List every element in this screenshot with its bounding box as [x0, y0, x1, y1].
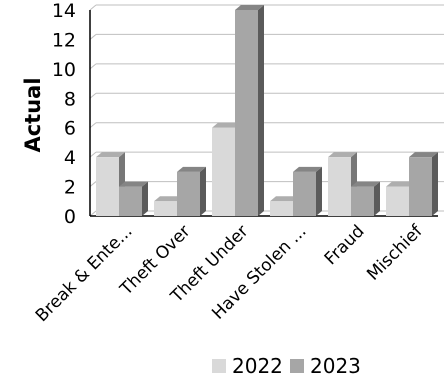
bar-top	[409, 152, 438, 158]
y-tick-label: 6	[64, 118, 76, 140]
y-tick-label: 8	[64, 88, 76, 110]
bar-side	[200, 166, 206, 216]
bar-front	[351, 186, 374, 216]
bar-front	[409, 157, 432, 216]
bar-side	[142, 181, 148, 216]
legend-label: 2022	[232, 354, 283, 378]
bar-2023-4	[351, 181, 380, 216]
bar-2023-1	[177, 166, 206, 216]
x-tick-label: Fraud	[321, 221, 369, 269]
bar-2023-0	[119, 181, 148, 216]
axes	[89, 10, 438, 217]
bar-top	[328, 152, 357, 158]
legend-item-2022: 2022	[212, 354, 283, 378]
bar-front	[154, 201, 177, 216]
legend-swatch	[212, 359, 226, 373]
bar-front	[293, 171, 316, 216]
gridline-depth	[89, 181, 97, 187]
legend-label: 2023	[310, 354, 361, 378]
bar-2023-3	[293, 166, 322, 216]
bar-front	[328, 157, 351, 216]
y-tick-label: 12	[52, 29, 76, 51]
bar-top	[386, 181, 415, 187]
bar-top	[293, 166, 322, 172]
y-tick-label: 2	[64, 177, 76, 199]
legend-swatch	[290, 359, 304, 373]
x-tick-label: Mischief	[363, 221, 427, 285]
bar-top	[119, 181, 148, 187]
bar-top	[235, 5, 264, 10]
bar-top	[154, 196, 183, 202]
gridline-depth	[89, 210, 97, 217]
bar-front	[177, 171, 200, 216]
y-tick-label: 14	[52, 0, 76, 22]
y-axis-label: Actual	[21, 77, 45, 152]
bar-2023-2	[235, 5, 264, 216]
y-tick-label: 10	[52, 59, 76, 81]
bar-front	[386, 186, 409, 216]
bar-front	[270, 201, 293, 216]
bar-side	[374, 181, 380, 216]
bar-side	[316, 166, 322, 216]
bar-front	[119, 186, 142, 216]
bar-top	[270, 196, 299, 202]
gridline-depth	[89, 122, 97, 129]
bar-2023-5	[409, 152, 438, 216]
gridline-depth	[89, 92, 97, 99]
y-tick-label: 4	[64, 147, 76, 169]
y-tick-label: 0	[64, 206, 76, 228]
bar-front	[96, 157, 119, 216]
bar-top	[96, 152, 125, 158]
gridline-depth	[89, 151, 97, 158]
gridline-depth	[89, 34, 97, 40]
gridline-depth	[89, 63, 97, 70]
bar-side	[258, 5, 264, 216]
bars	[96, 5, 438, 216]
bar-top	[212, 122, 241, 128]
legend: 2022 2023	[212, 354, 361, 378]
bar-side	[432, 152, 438, 216]
bar-front	[235, 10, 258, 216]
bar-top	[177, 166, 206, 172]
bar-top	[351, 181, 380, 187]
gridline-depth	[89, 4, 97, 11]
x-tick-label: Break & Ente...	[32, 221, 137, 326]
legend-item-2023: 2023	[290, 354, 361, 378]
y-tick-labels: 0 2 4 6 8 10 12 14	[52, 0, 76, 228]
bar-front	[212, 127, 235, 216]
